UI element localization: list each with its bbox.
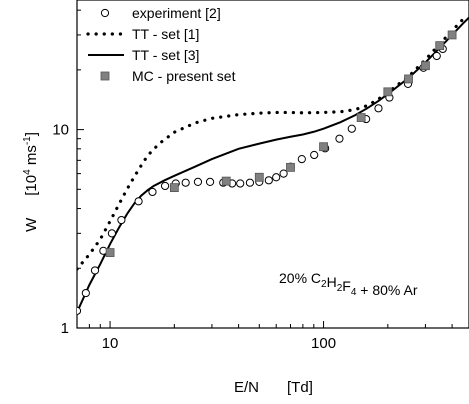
- data-point-series-1: [432, 51, 441, 61]
- data-point-series-1: [279, 169, 288, 178]
- series-line-2: [77, 17, 465, 271]
- data-point-series-1: [148, 187, 157, 197]
- y-tick-label: 1: [61, 320, 69, 337]
- data-point-series-1: [181, 178, 190, 187]
- series-group: [77, 16, 469, 315]
- composition-annotation: 20% C2H2F4 + 80% Ar: [279, 270, 418, 298]
- legend-marker: [100, 71, 110, 81]
- annotation-text: + 80% Ar: [356, 282, 417, 298]
- data-point-series-1: [193, 177, 203, 186]
- data-point-series-1: [107, 229, 117, 238]
- legend-label: MC - present set: [132, 68, 236, 84]
- data-point-series-1: [297, 155, 306, 164]
- data-point-series-4: [447, 30, 457, 40]
- data-point-series-1: [347, 124, 356, 133]
- data-point-series-1: [374, 104, 383, 113]
- x-tick-label: 10: [102, 335, 119, 352]
- data-point-series-4: [286, 162, 295, 172]
- legend-label: experiment [2]: [132, 5, 221, 21]
- data-point-series-4: [421, 61, 430, 71]
- data-point-series-4: [435, 41, 445, 51]
- y-axis-label: W: [23, 217, 40, 232]
- data-point-series-1: [310, 150, 319, 160]
- legend-marker: [100, 8, 110, 18]
- data-point-series-1: [236, 179, 245, 188]
- data-point-series-1: [134, 197, 143, 206]
- data-point-series-4: [356, 113, 366, 122]
- y-axis-title: W [104 ms-1]: [22, 132, 40, 232]
- data-point-series-1: [81, 288, 90, 298]
- axis-ticks: 10 100 1 10: [52, 9, 453, 352]
- legend-label: TT - set [1]: [132, 26, 199, 42]
- data-point-series-1: [205, 177, 215, 186]
- x-tick-label: 100: [311, 335, 336, 352]
- plot-frame: [76, 0, 469, 329]
- y-axis-unit: [104 ms-1]: [22, 132, 40, 196]
- x-axis-label: E/N: [234, 379, 259, 396]
- y-tick-label: 10: [52, 122, 69, 139]
- data-point-series-1: [77, 306, 82, 315]
- annotation-subscript: 2: [321, 279, 327, 290]
- data-point-series-1: [117, 215, 126, 225]
- data-point-series-4: [404, 74, 413, 84]
- data-point-series-4: [105, 248, 115, 257]
- legend-label: TT - set [3]: [132, 47, 199, 63]
- annotation-subscript: 4: [351, 287, 357, 298]
- data-point-series-1: [272, 173, 281, 182]
- data-point-series-1: [335, 134, 344, 143]
- annotation-text: 20% C: [279, 270, 321, 286]
- data-point-series-4: [383, 87, 393, 97]
- x-axis-title: E/N [Td]: [234, 379, 313, 396]
- data-point-series-1: [90, 266, 100, 275]
- annotation-subscript: 2: [337, 283, 343, 294]
- x-axis-unit: [Td]: [287, 379, 313, 396]
- annotation-text: F: [342, 278, 351, 294]
- annotation-text: H: [327, 274, 337, 290]
- data-point-series-1: [245, 178, 255, 187]
- data-point-series-1: [160, 181, 170, 191]
- data-point-series-4: [169, 183, 179, 193]
- data-point-series-4: [221, 176, 231, 186]
- data-point-series-1: [264, 176, 273, 185]
- data-point-series-4: [254, 172, 264, 182]
- data-point-series-4: [319, 142, 328, 152]
- legend: experiment [2] TT - set [1] TT - set [3] MC…: [86, 5, 236, 84]
